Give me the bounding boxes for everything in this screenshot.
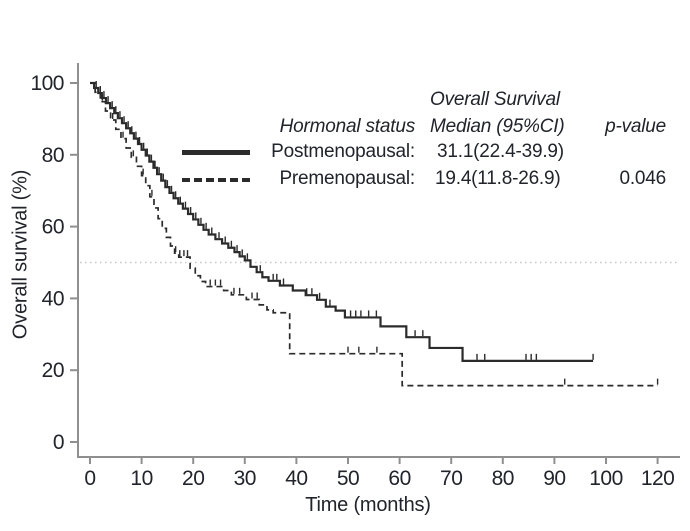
y-tick-label: 80: [42, 144, 64, 167]
x-tick-label: 0: [84, 467, 95, 490]
x-axis-title: Time (months): [305, 494, 431, 516]
curve-postmenopausal: [90, 81, 594, 362]
x-tick-label: 70: [440, 467, 462, 490]
x-tick-label: 60: [388, 467, 410, 490]
x-tick-label: 20: [182, 467, 204, 490]
x-tick-label: 80: [492, 467, 514, 490]
legend-col-header-hormonal-status: Hormonal status: [279, 116, 416, 137]
y-tick-label: 40: [42, 287, 64, 310]
postmenopausal-line-swatch: [182, 150, 250, 155]
x-tick-label: 40: [285, 467, 307, 490]
x-tick-label: 100: [589, 467, 623, 490]
legend-p-value: 0.046: [619, 168, 666, 189]
x-tick-label: 50: [337, 467, 359, 490]
legend-label-premenopausal: Premenopausal:: [279, 168, 415, 189]
x-tick-label: 90: [543, 467, 565, 490]
y-axis-title: Overall survival (%): [9, 169, 32, 340]
legend-median-premenopausal: 19.4(11.8-26.9): [435, 168, 561, 189]
legend-group-header: Overall Survival: [430, 89, 560, 110]
y-tick-label: 100: [30, 72, 64, 95]
legend-median-postmenopausal: 31.1(22.4-39.9): [437, 141, 564, 162]
legend-label-postmenopausal: Postmenopausal:: [271, 141, 415, 162]
x-tick-label: 120: [641, 467, 675, 490]
y-tick-label: 0: [53, 431, 64, 454]
curve-premenopausal: [90, 82, 658, 387]
legend-col-header-p-value: p-value: [605, 116, 666, 137]
y-tick-label: 60: [42, 216, 64, 239]
x-tick-label: 30: [234, 467, 256, 490]
y-tick-label: 20: [42, 359, 64, 382]
legend-col-header-median-ci: Median (95%CI): [430, 116, 565, 137]
premenopausal-line-swatch: [182, 178, 250, 182]
x-tick-label: 10: [130, 467, 152, 490]
